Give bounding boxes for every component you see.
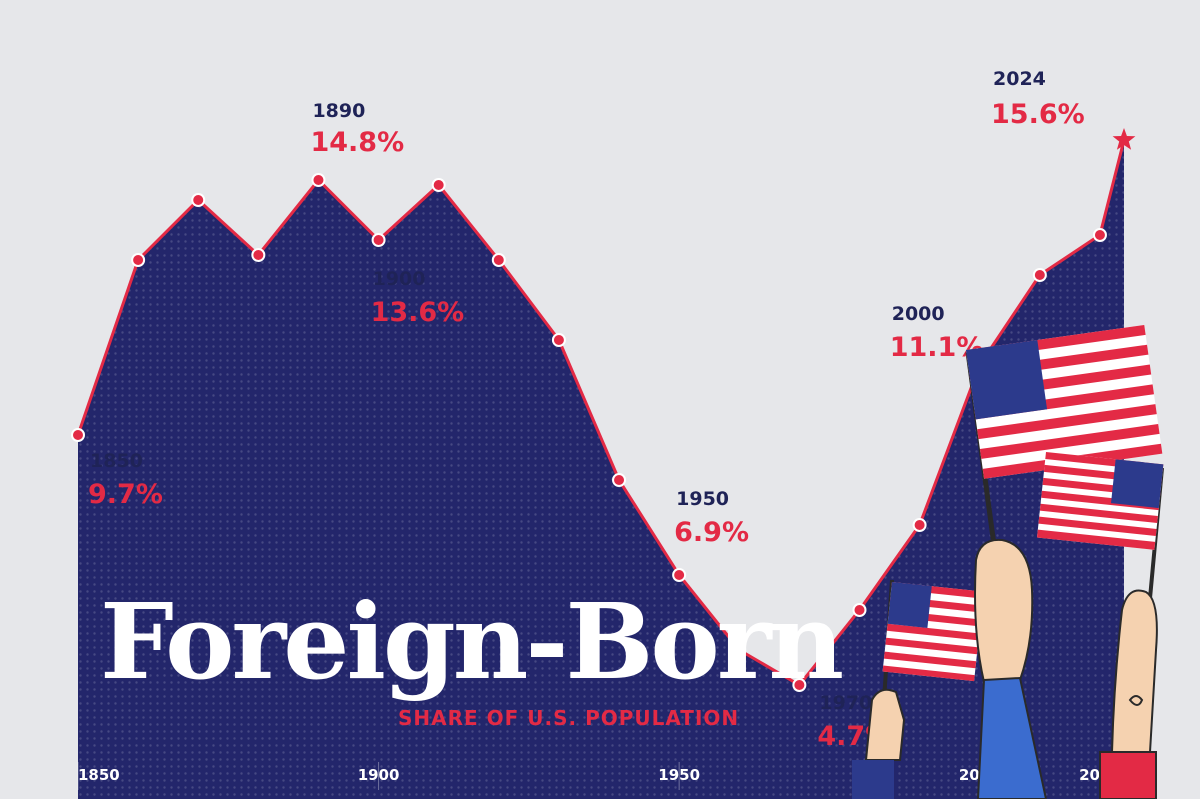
- big-flag: [965, 324, 1163, 561]
- annotation-year: 1850: [90, 450, 143, 472]
- annotation-value: 6.9%: [674, 517, 749, 548]
- data-point: [371, 233, 386, 247]
- area-dot-texture: [78, 140, 1124, 799]
- annotation-year: 2000: [892, 303, 945, 325]
- data-point-star: [1112, 128, 1136, 150]
- hand-left: [852, 688, 906, 799]
- data-point: [612, 473, 627, 487]
- data-point: [792, 678, 807, 692]
- data-point: [131, 253, 146, 267]
- chart-subtitle: SHARE OF U.S. POPULATION: [398, 706, 739, 730]
- annotation-value: 13.6%: [371, 297, 465, 328]
- annotation-year: 1970: [819, 692, 872, 714]
- annotation-year: 1950: [676, 488, 729, 510]
- data-point: [71, 428, 85, 442]
- data-point: [191, 193, 206, 207]
- x-tick-label: 1900: [358, 766, 400, 784]
- annotation-year: 1890: [312, 100, 365, 122]
- small-flag-left: [878, 579, 984, 761]
- data-point: [852, 603, 867, 617]
- data-point: [672, 568, 687, 582]
- x-tick-label: 1950: [658, 766, 700, 784]
- data-point: [491, 253, 506, 267]
- data-point: [1032, 268, 1047, 282]
- data-point: [311, 173, 326, 187]
- annotation-year: 1900: [373, 268, 426, 290]
- x-tick-label: 1850: [78, 766, 120, 784]
- medium-flag: [1037, 452, 1164, 621]
- annotation-year: 2024: [993, 68, 1046, 90]
- flags-illustration: [852, 324, 1164, 799]
- hand-center: [974, 538, 1048, 799]
- data-point: [551, 333, 566, 347]
- annotation-value: 15.6%: [991, 99, 1085, 130]
- annotation-value: 9.7%: [88, 479, 163, 510]
- data-point: [431, 178, 446, 192]
- hand-right: [1099, 589, 1158, 799]
- data-point: [912, 518, 927, 532]
- annotation-value: 14.8%: [310, 127, 404, 158]
- data-point: [251, 248, 266, 262]
- data-point: [732, 643, 747, 657]
- chart-title: Foreign-Born: [100, 580, 843, 703]
- data-point: [1092, 228, 1107, 242]
